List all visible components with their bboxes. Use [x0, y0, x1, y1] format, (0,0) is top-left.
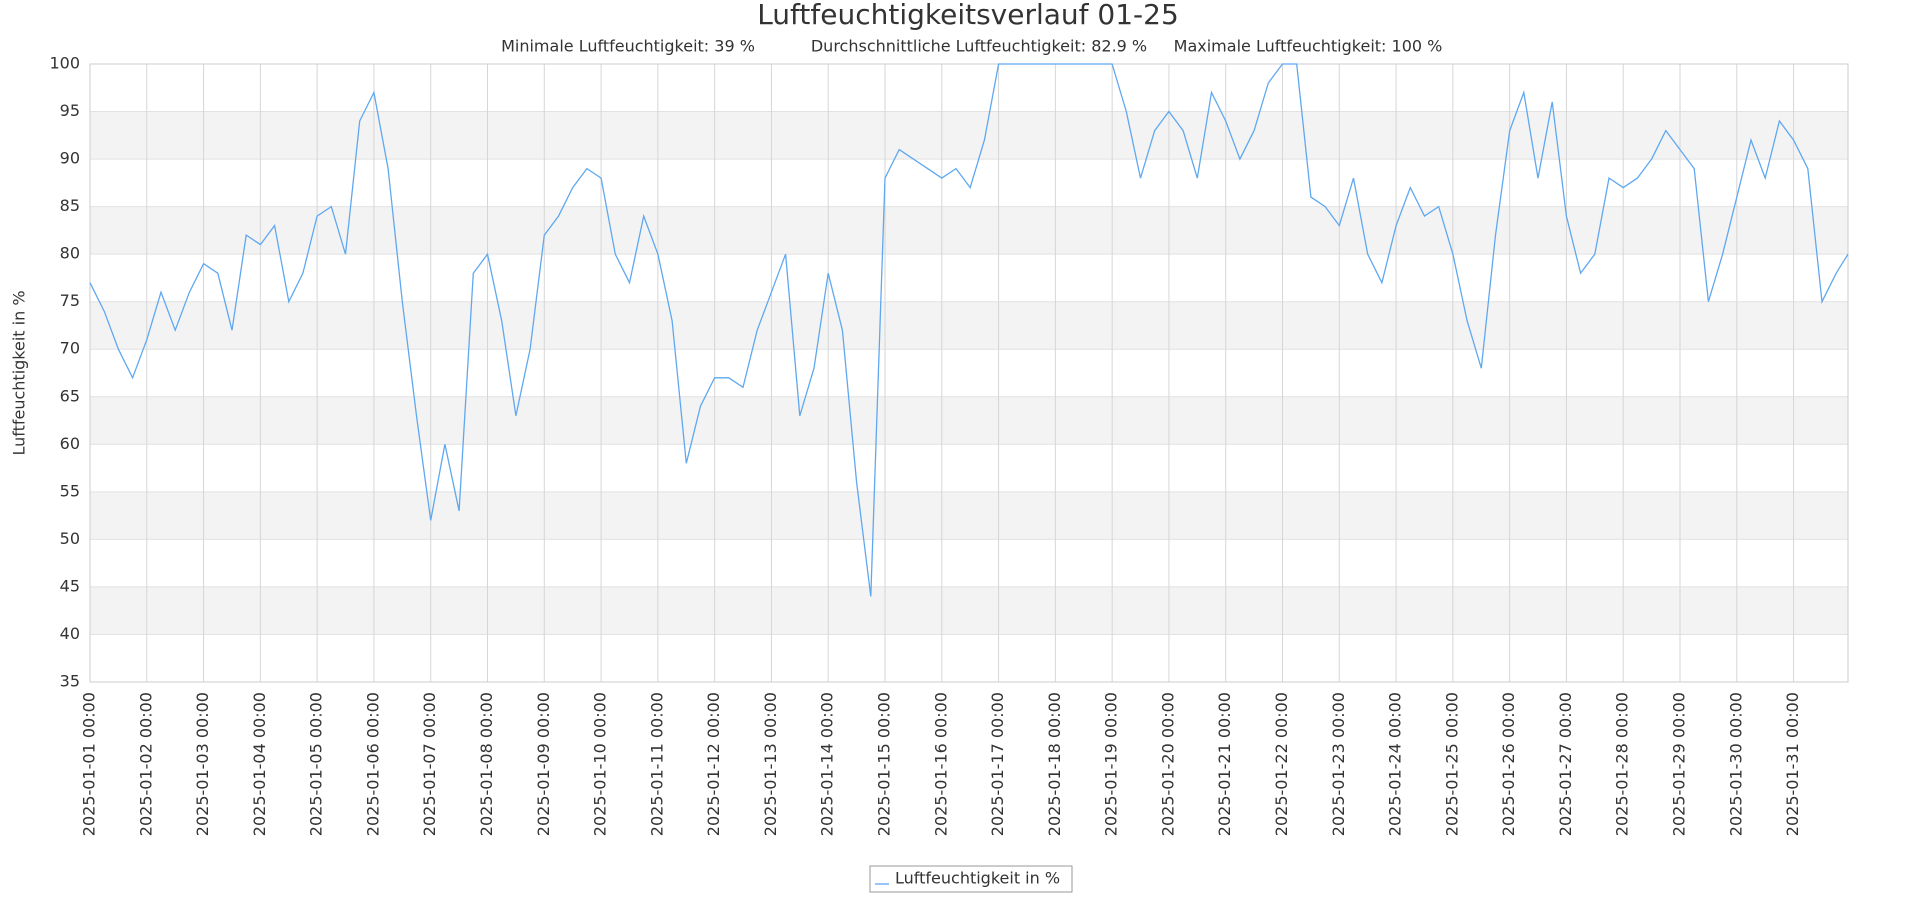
stat-min: Minimale Luftfeuchtigkeit: 39 %	[501, 37, 755, 56]
x-tick-label: 2025-01-21 00:00	[1215, 692, 1234, 836]
x-tick-label: 2025-01-13 00:00	[761, 692, 780, 836]
x-tick-label: 2025-01-10 00:00	[591, 692, 610, 836]
y-tick-label: 65	[60, 386, 80, 405]
x-tick-label: 2025-01-04 00:00	[250, 692, 269, 836]
x-tick-label: 2025-01-08 00:00	[477, 692, 496, 836]
x-tick-label: 2025-01-31 00:00	[1783, 692, 1802, 836]
x-tick-label: 2025-01-07 00:00	[420, 692, 439, 836]
y-tick-label: 40	[60, 624, 80, 643]
x-tick-label: 2025-01-12 00:00	[704, 692, 723, 836]
grid-band	[90, 206, 1848, 255]
x-tick-label: 2025-01-29 00:00	[1670, 692, 1689, 836]
y-tick-label: 95	[60, 101, 80, 120]
y-tick-label: 100	[49, 54, 80, 73]
x-tick-label: 2025-01-28 00:00	[1613, 692, 1632, 836]
y-axis-label: Luftfeuchtigkeit in %	[10, 290, 29, 455]
x-tick-label: 2025-01-22 00:00	[1272, 692, 1291, 836]
x-tick-label: 2025-01-15 00:00	[875, 692, 894, 836]
x-tick-label: 2025-01-06 00:00	[363, 692, 382, 836]
x-tick-label: 2025-01-05 00:00	[307, 692, 326, 836]
x-tick-label: 2025-01-18 00:00	[1045, 692, 1064, 836]
chart-title: Luftfeuchtigkeitsverlauf 01-25	[757, 0, 1179, 31]
plot-frame	[89, 63, 1849, 683]
y-tick-label: 70	[60, 339, 80, 358]
x-tick-label: 2025-01-26 00:00	[1499, 692, 1518, 836]
stat-avg: Durchschnittliche Luftfeuchtigkeit: 82.9…	[811, 37, 1147, 56]
y-tick-label: 35	[60, 672, 80, 691]
x-tick-label: 2025-01-25 00:00	[1442, 692, 1461, 836]
x-tick-label: 2025-01-24 00:00	[1386, 692, 1405, 836]
x-tick-label: 2025-01-20 00:00	[1158, 692, 1177, 836]
x-tick-label: 2025-01-09 00:00	[534, 692, 553, 836]
y-tick-label: 45	[60, 576, 80, 595]
legend-label: Luftfeuchtigkeit in %	[895, 869, 1060, 888]
x-tick-label: 2025-01-02 00:00	[136, 692, 155, 836]
grid-band	[90, 491, 1848, 540]
x-tick-label: 2025-01-17 00:00	[988, 692, 1007, 836]
grid-band	[90, 396, 1848, 445]
x-tick-label: 2025-01-19 00:00	[1102, 692, 1121, 836]
x-tick-label: 2025-01-03 00:00	[193, 692, 212, 836]
stat-max: Maximale Luftfeuchtigkeit: 100 %	[1174, 37, 1443, 56]
y-tick-label: 75	[60, 291, 80, 310]
y-tick-label: 85	[60, 196, 80, 215]
y-tick-label: 55	[60, 481, 80, 500]
legend-box	[869, 865, 1073, 893]
x-tick-label: 2025-01-01 00:00	[80, 692, 99, 836]
x-tick-label: 2025-01-16 00:00	[931, 692, 950, 836]
x-tick-label: 2025-01-14 00:00	[818, 692, 837, 836]
y-tick-label: 50	[60, 529, 80, 548]
x-tick-label: 2025-01-30 00:00	[1726, 692, 1745, 836]
x-tick-label: 2025-01-23 00:00	[1329, 692, 1348, 836]
x-tick-label: 2025-01-11 00:00	[647, 692, 666, 836]
data-line	[89, 63, 1849, 597]
y-tick-label: 80	[60, 244, 80, 263]
grid-band	[90, 301, 1848, 350]
x-tick-label: 2025-01-27 00:00	[1556, 692, 1575, 836]
grid-band	[90, 586, 1848, 635]
y-tick-label: 60	[60, 434, 80, 453]
grid-band	[90, 111, 1848, 160]
y-tick-label: 90	[60, 149, 80, 168]
